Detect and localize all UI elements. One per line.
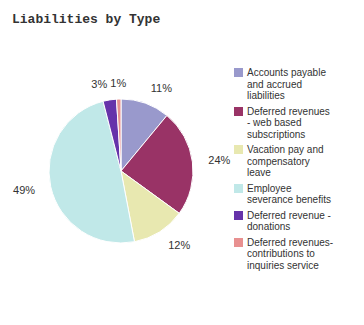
html-text:Deferred revenue - donations: Deferred revenue - donations	[247, 209, 331, 232]
svg-text:11%: 11%	[151, 82, 172, 94]
html-text:Liabilities by Type: Liabilities by Type	[12, 12, 161, 27]
svg-text:12%: 12%	[168, 239, 190, 251]
html-text:Deferred revenues - web based: Deferred revenues - web based subscripti…	[247, 105, 330, 140]
html-text:Accounts payable and accrued l: Accounts payable and accrued liabilities	[247, 67, 326, 101]
svg-text:24%: 24%	[208, 154, 230, 166]
svg-text:1%: 1%	[110, 77, 126, 89]
html-text:Vacation pay and compensatory: Vacation pay and compensatory leave	[247, 144, 324, 178]
html-text:Employee severance benefits: Employee severance benefits	[247, 182, 331, 205]
html-text:Deferred revenues- contributio: Deferred revenues- contributions to inqu…	[247, 236, 334, 271]
svg-text:3%: 3%	[91, 78, 107, 90]
svg-text:49%: 49%	[13, 184, 35, 196]
